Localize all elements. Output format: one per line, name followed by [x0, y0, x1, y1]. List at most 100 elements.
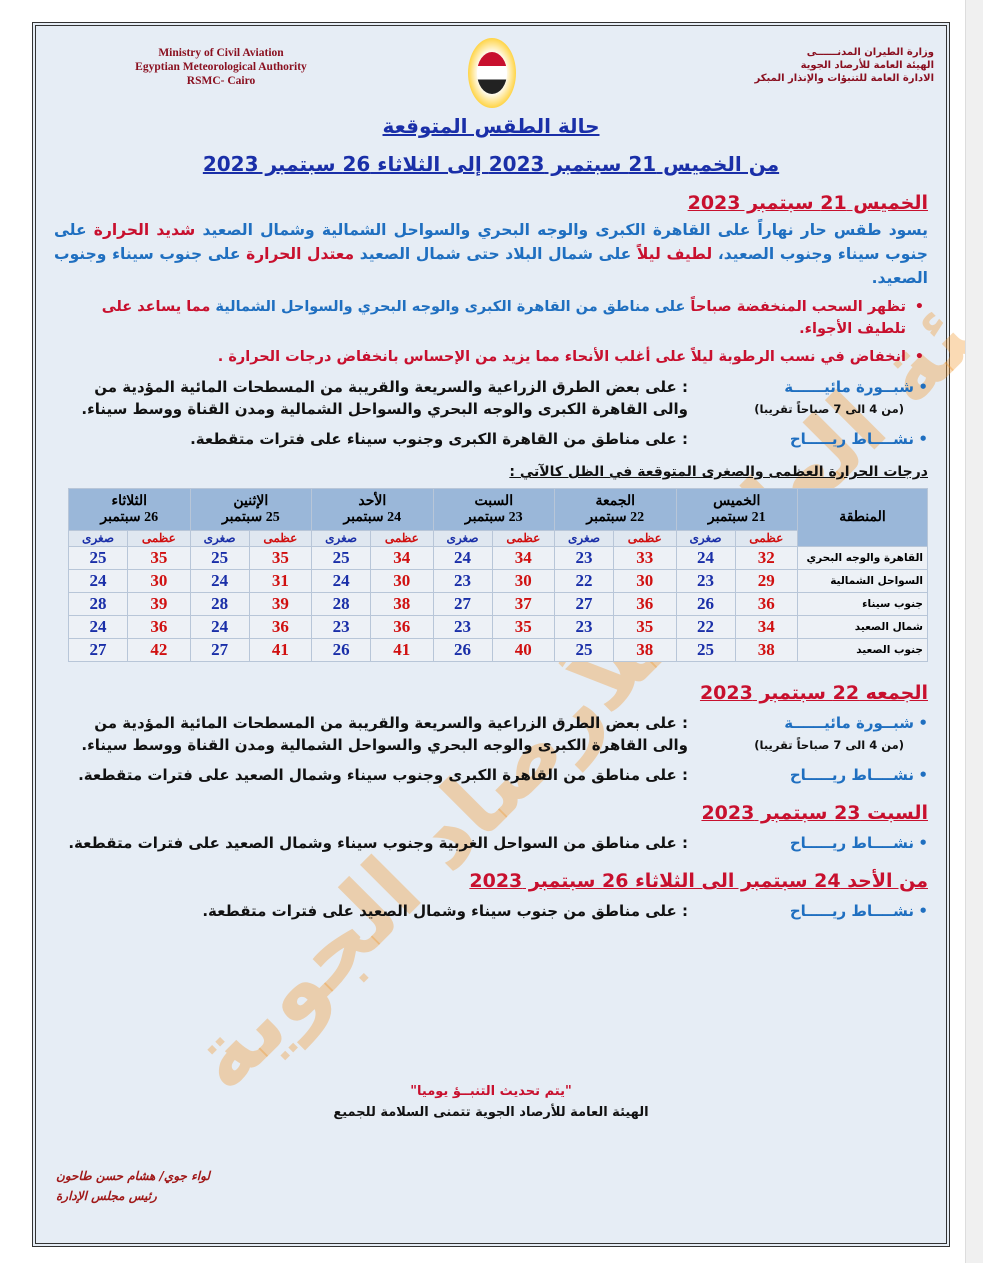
- day-name: الجمعة: [595, 493, 636, 509]
- region-name: السواحل الشمالية: [797, 569, 928, 593]
- day-date: 26 سبتمبر: [100, 509, 159, 525]
- min-temp: 23: [311, 615, 372, 639]
- min-temp: 24: [432, 546, 493, 570]
- day2-wind: نشــــاط ريـــــاح: على مناطق من القاهرة…: [54, 764, 928, 786]
- wind-text: : على مناطق من القاهرة الكبرى وجنوب سينا…: [190, 430, 688, 448]
- fog-time: (من 4 الى 7 صباحاً تقريبا): [754, 738, 904, 752]
- day1-title: الخميس 21 سبتمبر 2023: [687, 192, 928, 214]
- forecast-document: Ministry of Civil Aviation Egyptian Mete…: [32, 22, 983, 1247]
- min-temp: 24: [189, 615, 250, 639]
- min-label: صغرى: [189, 530, 250, 547]
- day-name: الأحد: [358, 493, 387, 509]
- wind-label: نشــــاط ريـــــاح: [688, 832, 928, 854]
- max-temp: 35: [491, 615, 556, 639]
- day-name: الخميس: [713, 493, 761, 509]
- min-temp: 25: [554, 638, 615, 662]
- region-name: جنوب سيناء: [797, 592, 928, 616]
- min-temp: 23: [554, 615, 615, 639]
- max-temp: 35: [613, 615, 677, 639]
- min-temp: 23: [432, 569, 493, 593]
- min-temp: 23: [675, 569, 736, 593]
- wind-label: نشــــاط ريـــــاح: [688, 428, 928, 450]
- center-name: RSMC- Cairo: [186, 75, 256, 87]
- min-temp: 25: [311, 546, 372, 570]
- region-name: جنوب الصعيد: [797, 638, 928, 662]
- day-name: الثلاثاء: [111, 493, 148, 509]
- signatory-title: رئيس مجلس الإدارة: [56, 1189, 157, 1203]
- min-temp: 23: [432, 615, 493, 639]
- min-label: صغرى: [432, 530, 493, 547]
- min-temp: 28: [189, 592, 250, 616]
- text: على جنوب سيناء وجنوب الصعيد،: [54, 221, 928, 263]
- min-temp: 23: [554, 546, 615, 570]
- wind-label: نشــــاط ريـــــاح: [688, 764, 928, 786]
- header-english: Ministry of Civil Aviation Egyptian Mete…: [106, 46, 336, 88]
- wind-text: : على مناطق من السواحل الغربية وجنوب سين…: [68, 834, 688, 852]
- temperature-table: المنطقة الخميس 21 سبتمبر الجمعة 22 سبتمبر الس…: [67, 488, 928, 662]
- day-header: الأحد 24 سبتمبر: [311, 488, 434, 531]
- max-temp: 41: [370, 638, 434, 662]
- max-temp: 38: [370, 592, 434, 616]
- day2-title: الجمعه 22 سبتمبر 2023: [699, 682, 928, 704]
- text: تظهر السحب المنخفضة صباحاً: [690, 299, 906, 315]
- scrollbar[interactable]: [965, 0, 983, 1263]
- day-header: الإثنين 25 سبتمبر: [189, 488, 313, 531]
- min-temp: 27: [432, 592, 493, 616]
- region-header: المنطقة: [797, 488, 928, 547]
- table-row: جنوب الصعيد 38 25 38 25 40 26 41 26 41 27 42 27: [67, 638, 928, 662]
- min-label: صغرى: [311, 530, 372, 547]
- min-temp: 24: [311, 569, 372, 593]
- fog-label: شبــورة مائيــــــة: [784, 378, 914, 396]
- table-row: القاهرة والوجه البحري 32 24 33 23 34 24 34 25 35 2…: [67, 546, 928, 570]
- min-temp: 27: [67, 638, 129, 662]
- max-temp: 30: [127, 569, 191, 593]
- day1-wind: نشــــاط ريـــــاح: على مناطق من القاهرة…: [54, 428, 928, 450]
- min-temp: 25: [189, 546, 250, 570]
- day3-title: السبت 23 سبتمبر 2023: [701, 802, 928, 824]
- day-date: 22 سبتمبر: [586, 509, 645, 525]
- max-temp: 34: [370, 546, 434, 570]
- table-heading: درجات الحرارة العظمى والصغرى المتوقعة في…: [509, 464, 928, 480]
- min-temp: 28: [67, 592, 129, 616]
- min-temp: 25: [675, 638, 736, 662]
- signatory-name: لواء جوي/ هشام حسن طاحون: [56, 1169, 210, 1183]
- day1-summary: يسود طقس حار نهاراً على القاهرة الكبرى و…: [54, 218, 928, 290]
- text: مما يساعد على تلطيف الأجواء.: [101, 299, 906, 337]
- footer: "يتم تحديث التنبــؤ يوميا" الهيئة العامة…: [36, 1084, 946, 1120]
- min-temp: 24: [67, 615, 129, 639]
- min-temp: 22: [554, 569, 615, 593]
- max-temp: 36: [248, 615, 313, 639]
- max-label: عظمى: [734, 530, 799, 547]
- min-label: صغرى: [554, 530, 615, 547]
- max-temp: 39: [127, 592, 191, 616]
- max-temp: 36: [127, 615, 191, 639]
- min-temp: 22: [675, 615, 736, 639]
- day-date: 25 سبتمبر: [221, 509, 280, 525]
- min-label: صغرى: [67, 530, 129, 547]
- day2-fog: شبــورة مائيــــــة (من 4 الى 7 صباحاً تق…: [54, 712, 928, 756]
- max-label: عظمى: [370, 530, 434, 547]
- safety-wish: الهيئة العامة للأرصاد الجوية تتمنى السلا…: [333, 1105, 649, 1120]
- page-title: حالة الطقس المتوقعة: [382, 114, 600, 138]
- max-temp: 33: [613, 546, 677, 570]
- region-name: القاهرة والوجه البحري: [797, 546, 928, 570]
- max-temp: 30: [491, 569, 556, 593]
- wind-text: : على مناطق من القاهرة الكبرى وجنوب سينا…: [78, 766, 688, 784]
- day-header: الخميس 21 سبتمبر: [675, 488, 799, 531]
- max-temp: 36: [734, 592, 799, 616]
- text: على جنوب سيناء وجنوب الصعيد.: [54, 245, 928, 287]
- max-temp: 35: [248, 546, 313, 570]
- min-temp: 27: [554, 592, 615, 616]
- fog-label: شبــورة مائيــــــة: [784, 714, 914, 732]
- max-temp: 31: [248, 569, 313, 593]
- bullet-humidity: انخفاض في نسب الرطوبة ليلاً على أغلب الأ…: [54, 346, 928, 368]
- max-label: عظمى: [127, 530, 191, 547]
- update-note: "يتم تحديث التنبــؤ يوميا": [410, 1084, 572, 1099]
- max-temp: 34: [734, 615, 799, 639]
- day-date: 24 سبتمبر: [343, 509, 402, 525]
- fog-text: : على بعض الطرق الزراعية والسريعة والقري…: [81, 378, 688, 418]
- max-temp: 36: [370, 615, 434, 639]
- min-temp: 25: [67, 546, 129, 570]
- text: على مناطق من القاهرة الكبرى والوجه البحر…: [215, 299, 691, 315]
- table-row: السواحل الشمالية 29 23 30 22 30 23 30 24 31 24 30 24: [67, 569, 928, 593]
